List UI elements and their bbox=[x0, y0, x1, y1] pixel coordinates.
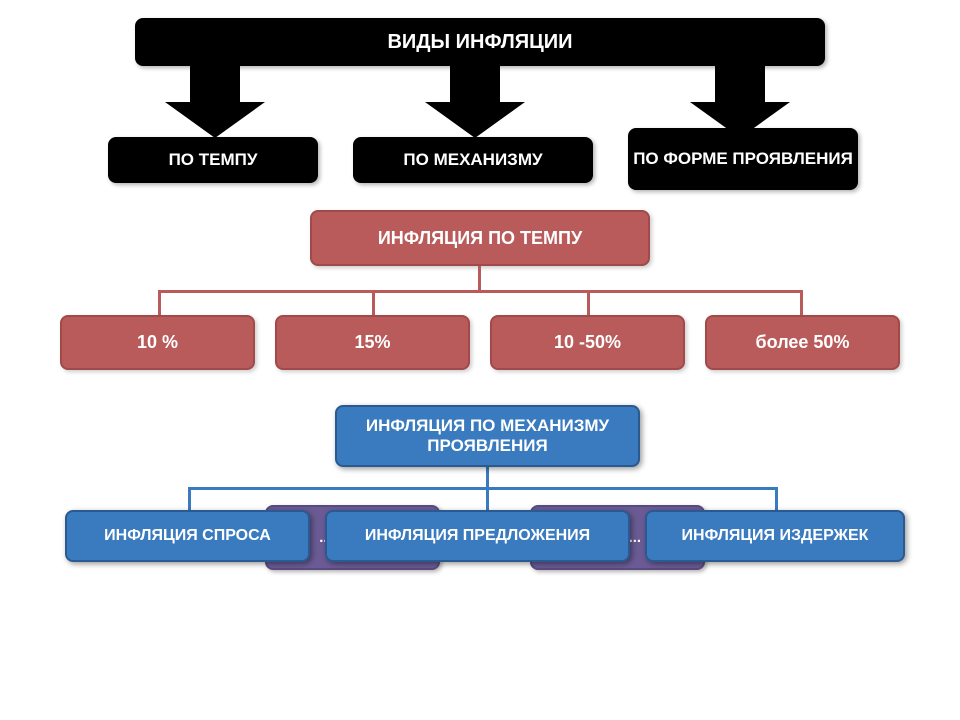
title-label: ВИДЫ ИНФЛЯЦИИ bbox=[387, 31, 572, 54]
category-tempo: ПО ТЕМПУ bbox=[108, 137, 318, 183]
tempo-header-label: ИНФЛЯЦИЯ ПО ТЕМПУ bbox=[378, 228, 582, 249]
tempo-item-2: 10 -50% bbox=[490, 315, 685, 370]
tempo-drop-0 bbox=[158, 290, 161, 315]
mechanism-item-1: ИНФЛЯЦИЯ ПРЕДЛОЖЕНИЯ bbox=[325, 510, 630, 562]
tempo-item-0: 10 % bbox=[60, 315, 255, 370]
category-mechanism: ПО МЕХАНИЗМУ bbox=[353, 137, 593, 183]
mechanism-header-label: ИНФЛЯЦИЯ ПО МЕХАНИЗМУ ПРОЯВЛЕНИЯ bbox=[337, 416, 638, 457]
arrow-1 bbox=[165, 64, 265, 138]
tempo-conn-horiz bbox=[158, 290, 802, 293]
mechanism-item-2: ИНФЛЯЦИЯ ИЗДЕРЖЕК bbox=[645, 510, 905, 562]
tempo-3-label: более 50% bbox=[756, 332, 850, 353]
cat-1-label: ПО МЕХАНИЗМУ bbox=[403, 150, 542, 170]
cat-2-label: ПО ФОРМЕ ПРОЯВЛЕНИЯ bbox=[633, 149, 853, 169]
arrow-2 bbox=[425, 64, 525, 138]
mech-drop-1 bbox=[486, 487, 489, 510]
category-form: ПО ФОРМЕ ПРОЯВЛЕНИЯ bbox=[628, 128, 858, 190]
mech-drop-0 bbox=[188, 487, 191, 510]
tempo-1-label: 15% bbox=[354, 332, 390, 353]
tempo-drop-2 bbox=[587, 290, 590, 315]
mech-conn-vert bbox=[486, 467, 489, 487]
mech-2-label: ИНФЛЯЦИЯ ИЗДЕРЖЕК bbox=[682, 527, 869, 545]
tempo-drop-3 bbox=[800, 290, 803, 315]
tempo-drop-1 bbox=[372, 290, 375, 315]
mech-0-label: ИНФЛЯЦИЯ СПРОСА bbox=[104, 527, 271, 545]
mech-drop-2 bbox=[775, 487, 778, 510]
cat-0-label: ПО ТЕМПУ bbox=[169, 150, 258, 170]
tempo-conn-vert bbox=[478, 266, 481, 290]
tempo-2-label: 10 -50% bbox=[554, 332, 621, 353]
mech-1-label: ИНФЛЯЦИЯ ПРЕДЛОЖЕНИЯ bbox=[365, 527, 590, 545]
mechanism-item-0: ИНФЛЯЦИЯ СПРОСА bbox=[65, 510, 310, 562]
arrow-3 bbox=[690, 64, 790, 138]
tempo-item-3: более 50% bbox=[705, 315, 900, 370]
tempo-0-label: 10 % bbox=[137, 332, 178, 353]
tempo-header: ИНФЛЯЦИЯ ПО ТЕМПУ bbox=[310, 210, 650, 266]
title-box: ВИДЫ ИНФЛЯЦИИ bbox=[135, 18, 825, 66]
mechanism-header: ИНФЛЯЦИЯ ПО МЕХАНИЗМУ ПРОЯВЛЕНИЯ bbox=[335, 405, 640, 467]
tempo-item-1: 15% bbox=[275, 315, 470, 370]
mech-conn-horiz bbox=[188, 487, 778, 490]
